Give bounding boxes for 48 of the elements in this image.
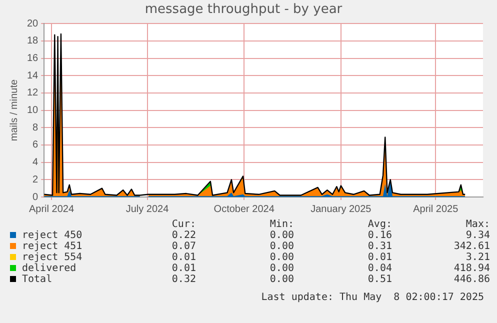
text: 0.51 [366, 274, 392, 285]
text: 0.00 [268, 230, 294, 241]
text: 0.01 [170, 252, 196, 263]
text: 0.16 [366, 230, 392, 241]
text: 0.00 [268, 241, 294, 252]
y-tick-label: 8 [32, 122, 39, 134]
x-tick-label: October 2024 [214, 204, 275, 215]
y-axis-title: mails / minute [8, 79, 20, 142]
y-tick-label: 4 [32, 157, 39, 168]
legend-label: reject 554 [21, 252, 84, 263]
text: 3.21 [464, 252, 490, 263]
text: Avg: [366, 219, 392, 230]
x-tick-label: July 2024 [126, 204, 170, 215]
text: 0.04 [366, 263, 392, 274]
y-tick-label: 20 [27, 18, 39, 30]
x-tick-label: April 2024 [28, 204, 74, 215]
x-tick-label: April 2025 [413, 204, 459, 215]
legend-label: reject 450 [21, 230, 84, 241]
legend-label: Total [21, 274, 54, 285]
text: 0.01 [170, 263, 196, 274]
y-tick-label: 2 [32, 174, 39, 186]
text: Cur: [170, 219, 196, 230]
text: Last update: Thu May 8 02:00:17 2025 [261, 292, 484, 303]
text: 446.86 [452, 274, 490, 285]
y-tick-label: 0 [32, 192, 39, 203]
text: 0.07 [170, 241, 196, 252]
legend-label: delivered [21, 263, 78, 274]
text: 0.01 [366, 252, 392, 263]
y-tick-label: 18 [27, 36, 39, 47]
text: Min: [268, 219, 294, 230]
text: 0.32 [170, 274, 196, 285]
chart-title: message throughput - by year [144, 2, 343, 18]
x-tick-label: January 2025 [310, 204, 372, 215]
text: 418.94 [452, 263, 490, 274]
text: Max: [464, 219, 490, 230]
y-tick-label: 6 [32, 140, 39, 151]
y-tick-label: 10 [27, 105, 39, 116]
y-tick-label: 16 [27, 53, 39, 64]
text: 0.22 [170, 230, 196, 241]
text: 9.34 [464, 230, 490, 241]
text: 0.00 [268, 263, 294, 274]
text: 0.31 [366, 241, 392, 252]
legend-label: reject 451 [21, 241, 84, 252]
y-tick-label: 12 [27, 88, 39, 99]
text: 0.00 [268, 274, 294, 285]
y-tick-label: 14 [27, 70, 39, 82]
text: 0.00 [268, 252, 294, 263]
text: 342.61 [452, 241, 490, 252]
